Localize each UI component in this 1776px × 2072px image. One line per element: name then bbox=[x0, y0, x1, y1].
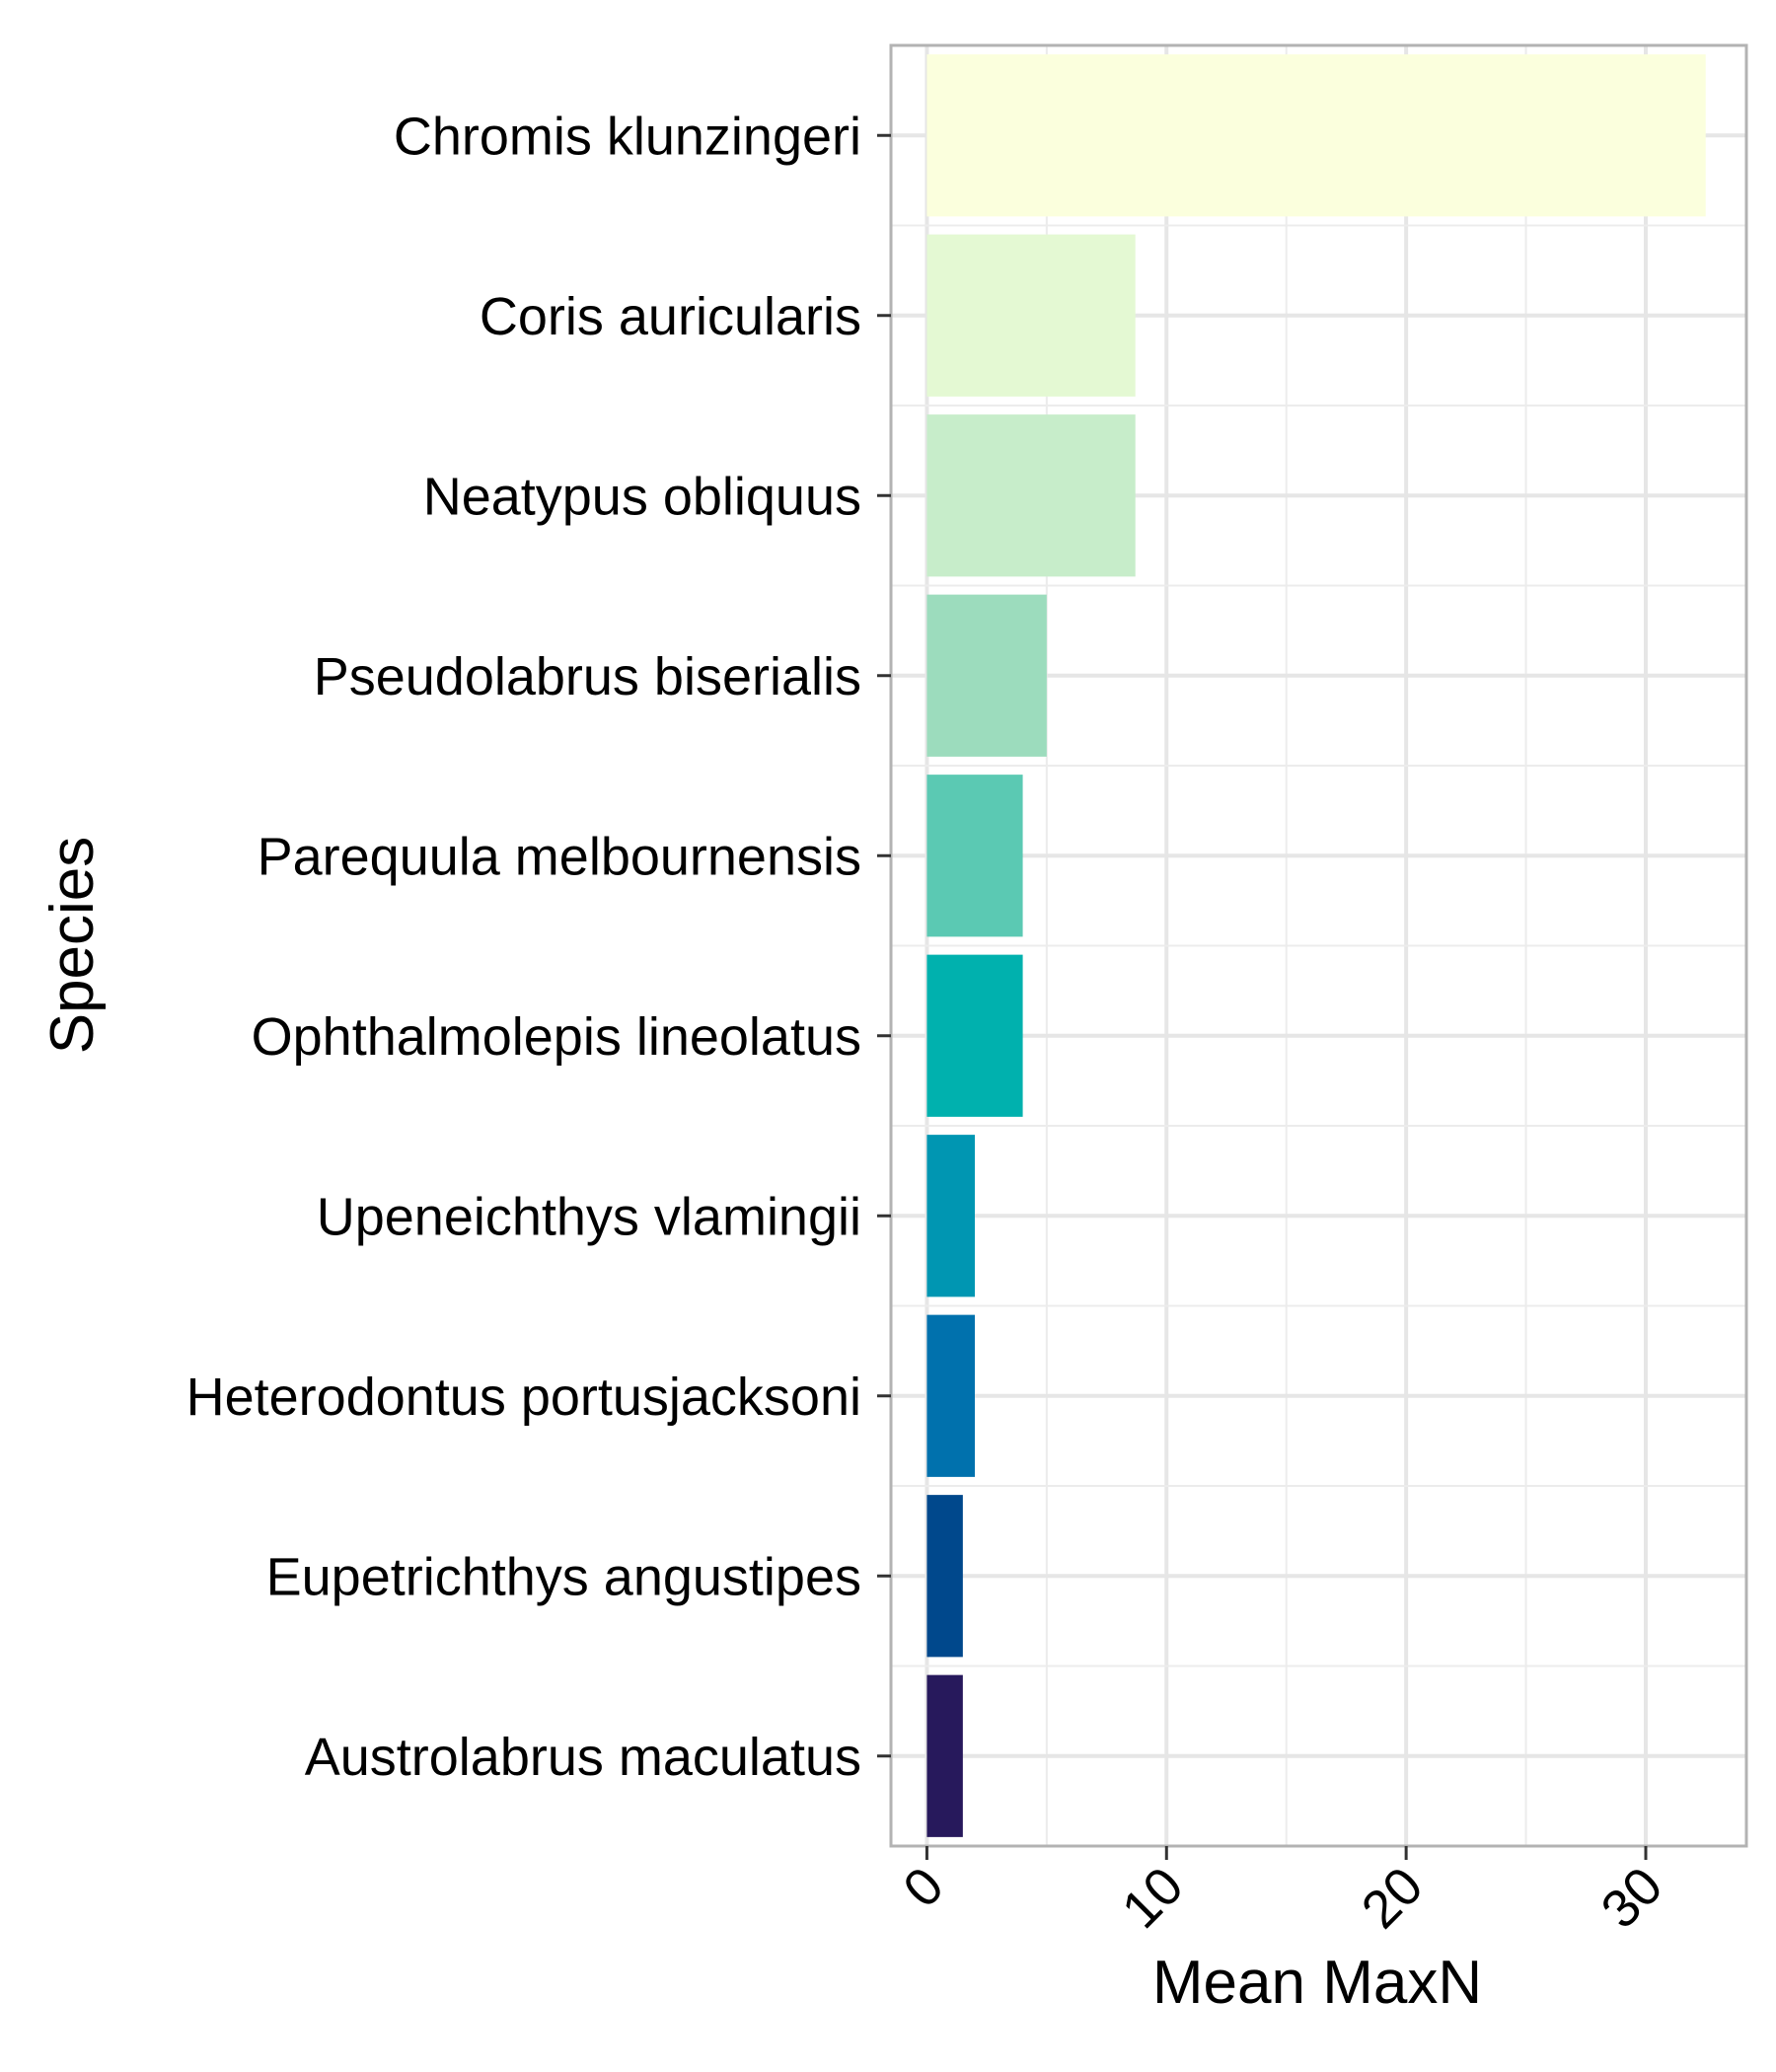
bar bbox=[926, 954, 1023, 1117]
y-tick-label: Pseudolabrus biserialis bbox=[314, 647, 861, 706]
x-tick-label: 0 bbox=[892, 1856, 955, 1919]
bar bbox=[926, 234, 1136, 397]
y-tick-label: Austrolabrus maculatus bbox=[305, 1728, 861, 1787]
y-tick-label: Ophthalmolepis lineolatus bbox=[252, 1007, 861, 1067]
x-tick-label: 30 bbox=[1591, 1856, 1674, 1940]
bar bbox=[926, 775, 1023, 937]
bar bbox=[926, 54, 1706, 217]
bars bbox=[926, 54, 1706, 1837]
y-tick-label: Chromis klunzingeri bbox=[394, 107, 861, 166]
bar bbox=[926, 1135, 975, 1297]
bar bbox=[926, 1495, 963, 1658]
axis-labels: Chromis klunzingeri Coris auricularis Neat… bbox=[186, 107, 1674, 1940]
x-tick-label: 10 bbox=[1111, 1856, 1195, 1940]
y-tick-label: Coris auricularis bbox=[480, 287, 861, 346]
bar bbox=[926, 414, 1136, 577]
y-axis-title: Species bbox=[38, 837, 107, 1055]
y-tick-label: Parequula melbournensis bbox=[258, 827, 861, 886]
bar bbox=[926, 1674, 963, 1837]
y-tick-label: Heterodontus portusjacksoni bbox=[186, 1368, 861, 1427]
x-axis-title: Mean MaxN bbox=[1152, 1949, 1482, 2017]
x-tick-label: 20 bbox=[1351, 1856, 1435, 1940]
plot-panel-border bbox=[889, 43, 1748, 1848]
grid-lines bbox=[891, 45, 1746, 1846]
axis-ticks bbox=[877, 133, 1648, 1860]
y-tick-label: Upeneichthys vlamingii bbox=[317, 1187, 861, 1246]
y-tick-label: Neatypus obliquus bbox=[423, 467, 861, 526]
bar bbox=[926, 594, 1047, 757]
y-tick-label: Eupetrichthys angustipes bbox=[266, 1547, 861, 1606]
bar bbox=[926, 1314, 975, 1477]
